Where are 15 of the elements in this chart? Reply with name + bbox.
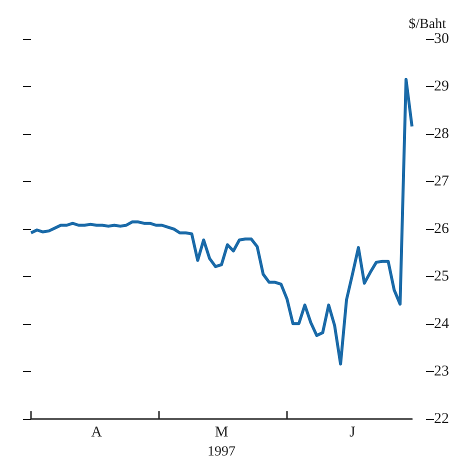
y-tick-label: 24 [434,316,450,332]
y-tick-label: 30 [434,31,449,47]
x-tick-label: M [214,424,228,441]
x-tick-label: A [91,424,102,441]
y-tick-label: 29 [434,78,449,95]
y-tick-label: 27 [434,174,450,190]
y-tick-label: 22 [434,411,449,428]
y-tick-label: 26 [434,221,450,238]
x-axis-title: 1997 [208,444,236,460]
y-tick-label: 28 [434,126,449,142]
x-tick-label: J [350,424,356,441]
y-axis-title: $/Baht [408,17,446,32]
y-tick-label: 25 [434,268,449,285]
line-series [30,78,414,366]
y-tick-label: 23 [434,364,449,380]
